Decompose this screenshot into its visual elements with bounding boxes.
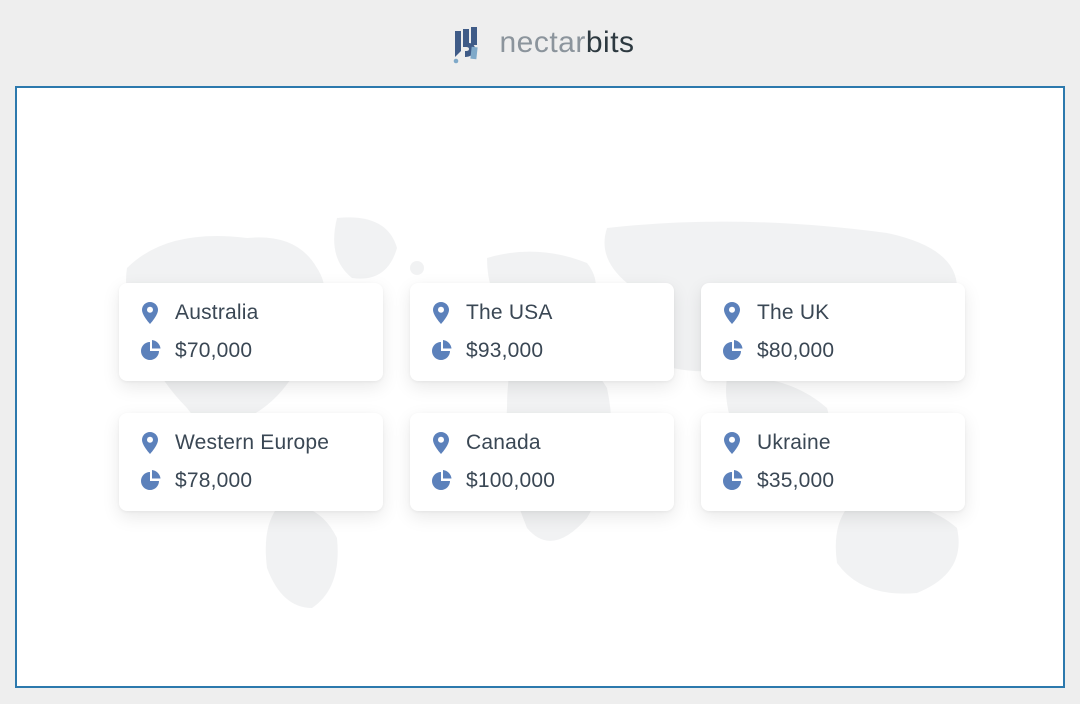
region-card: Canada $100,000	[410, 413, 674, 511]
value-label: $78,000	[175, 469, 252, 493]
brand-logo: nectarbits	[445, 21, 634, 65]
pie-chart-icon	[430, 340, 452, 362]
location-pin-icon	[139, 432, 161, 454]
value-row: $80,000	[721, 339, 945, 363]
brand-name-part2: bits	[586, 26, 635, 59]
location-pin-icon	[721, 302, 743, 324]
region-row: Western Europe	[139, 431, 363, 455]
region-label: Western Europe	[175, 431, 329, 455]
region-row: Canada	[430, 431, 654, 455]
region-label: Canada	[466, 431, 541, 455]
value-label: $93,000	[466, 339, 543, 363]
value-row: $100,000	[430, 469, 654, 493]
pie-chart-icon	[721, 470, 743, 492]
brand-wordmark: nectarbits	[499, 26, 634, 60]
region-card: Western Europe $78,000	[119, 413, 383, 511]
region-card: The UK $80,000	[701, 283, 965, 381]
header: nectarbits	[0, 0, 1080, 86]
region-row: Australia	[139, 301, 363, 325]
location-pin-icon	[721, 432, 743, 454]
pie-chart-icon	[430, 470, 452, 492]
location-pin-icon	[139, 302, 161, 324]
region-row: Ukraine	[721, 431, 945, 455]
region-label: Ukraine	[757, 431, 831, 455]
brand-mark-icon	[445, 21, 489, 65]
value-row: $78,000	[139, 469, 363, 493]
value-label: $70,000	[175, 339, 252, 363]
region-row: The USA	[430, 301, 654, 325]
region-row: The UK	[721, 301, 945, 325]
region-card: Ukraine $35,000	[701, 413, 965, 511]
pie-chart-icon	[139, 470, 161, 492]
value-label: $80,000	[757, 339, 834, 363]
pie-chart-icon	[721, 340, 743, 362]
value-label: $100,000	[466, 469, 555, 493]
region-card: The USA $93,000	[410, 283, 674, 381]
infographic-panel: Australia $70,000 The USA	[15, 86, 1065, 688]
region-label: The USA	[466, 301, 553, 325]
value-label: $35,000	[757, 469, 834, 493]
cards-grid: Australia $70,000 The USA	[119, 283, 965, 511]
location-pin-icon	[430, 302, 452, 324]
brand-name-part1: nectar	[499, 26, 585, 59]
value-row: $70,000	[139, 339, 363, 363]
region-card: Australia $70,000	[119, 283, 383, 381]
value-row: $93,000	[430, 339, 654, 363]
region-label: The UK	[757, 301, 829, 325]
location-pin-icon	[430, 432, 452, 454]
pie-chart-icon	[139, 340, 161, 362]
value-row: $35,000	[721, 469, 945, 493]
region-label: Australia	[175, 301, 259, 325]
